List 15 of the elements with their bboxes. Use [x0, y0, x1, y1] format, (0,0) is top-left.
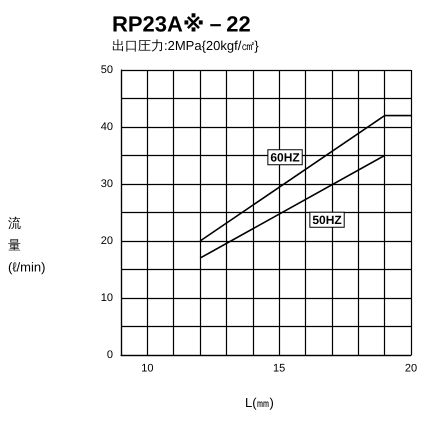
x-tick-label: 15: [273, 362, 286, 374]
series-label: 60HZ: [270, 150, 300, 164]
chart-subtitle: 出口圧力:2MPa{20kgf/㎠}: [112, 38, 260, 53]
series-label: 50HZ: [312, 212, 342, 227]
x-tick-label: 20: [404, 362, 418, 374]
x-axis-title: L(㎜): [245, 395, 274, 410]
y-tick-label: 30: [100, 178, 113, 190]
y-axis-title: 流量(ℓ/min): [8, 216, 46, 274]
y-tick-label: 40: [100, 121, 113, 133]
y-tick-label: 10: [100, 292, 113, 304]
y-tick-label: 20: [100, 235, 113, 247]
chart-title: RP23A※－22: [112, 12, 251, 36]
y-tick-label: 50: [100, 64, 113, 76]
x-tick-label: 10: [141, 362, 154, 374]
y-tick-label: 0: [106, 349, 113, 361]
